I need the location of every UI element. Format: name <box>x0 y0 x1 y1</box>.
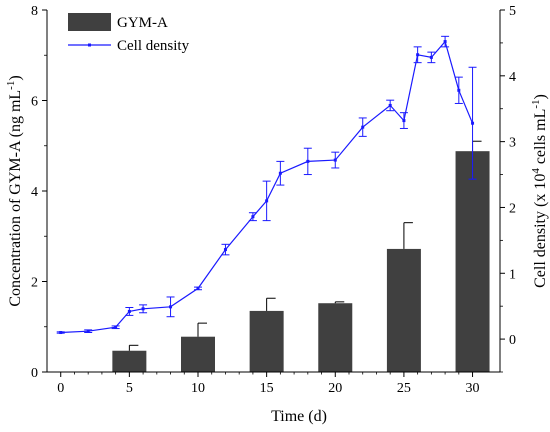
cell-density-point <box>457 88 461 92</box>
cell-density-point <box>127 309 131 313</box>
bar <box>181 336 215 372</box>
x-tick-label: 5 <box>126 381 133 396</box>
cell-density-point <box>333 158 337 162</box>
x-tick-label: 25 <box>397 381 411 396</box>
y-left-tick-label: 6 <box>31 95 38 110</box>
y-right-tick-label: 0 <box>509 333 516 348</box>
y-right-tick-label: 4 <box>509 70 516 85</box>
cell-density-point <box>416 53 420 57</box>
cell-density-point <box>306 159 310 163</box>
x-tick-label: 20 <box>328 381 342 396</box>
x-axis-title: Time (d) <box>271 408 327 425</box>
legend-marker-cell-density <box>88 43 91 47</box>
y-right-tick-label: 3 <box>509 136 516 151</box>
y-left-tick-label: 2 <box>31 276 38 291</box>
cell-density-point <box>59 331 63 335</box>
y-axis-right-title: Cell density (x 104 cells mL-1) <box>530 94 549 288</box>
legend: GYM-A Cell density <box>68 13 190 54</box>
tick-labels: 0 5 10 15 20 25 30 0 2 4 6 8 0 1 2 3 4 5 <box>31 4 516 396</box>
bar <box>455 151 490 372</box>
legend-swatch-gym-a <box>68 13 111 31</box>
cell-density-point <box>265 199 269 203</box>
y-right-tick-label: 1 <box>509 267 516 282</box>
bar <box>249 310 284 372</box>
cell-density-point <box>443 40 447 44</box>
x-tick-label: 15 <box>260 381 274 396</box>
cell-density-point <box>141 307 145 311</box>
cell-density-point <box>114 325 118 329</box>
line-series-cell-density <box>56 35 477 335</box>
cell-density-point <box>86 329 90 333</box>
cell-density-point <box>251 215 255 219</box>
bar <box>318 303 353 372</box>
bar <box>112 350 147 372</box>
x-tick-label: 30 <box>466 381 480 396</box>
y-right-tick-label: 2 <box>509 201 516 216</box>
y-axis-left-title: Concentration of GYM-A (ng mL-1) <box>5 75 24 306</box>
cell-density-point <box>388 103 392 107</box>
bar <box>386 248 421 372</box>
legend-label-gym-a: GYM-A <box>117 15 168 31</box>
cell-density-point <box>278 171 282 175</box>
axes <box>42 9 505 377</box>
y-left-tick-label: 0 <box>31 366 38 381</box>
y-left-tick-label: 8 <box>31 4 38 19</box>
x-tick-label: 10 <box>191 381 205 396</box>
cell-density-point <box>361 125 365 129</box>
x-tick-label: 0 <box>57 381 64 396</box>
bar-series-gym-a <box>112 140 490 372</box>
cell-density-point <box>196 286 200 290</box>
y-right-tick-label: 5 <box>509 4 516 19</box>
cell-density-point <box>429 55 433 59</box>
y-left-tick-label: 4 <box>31 185 38 200</box>
cell-density-point <box>223 248 227 252</box>
cell-density-point <box>471 121 475 125</box>
cell-density-point <box>169 305 173 309</box>
legend-label-cell-density: Cell density <box>117 38 190 54</box>
cell-density-point <box>402 119 406 123</box>
